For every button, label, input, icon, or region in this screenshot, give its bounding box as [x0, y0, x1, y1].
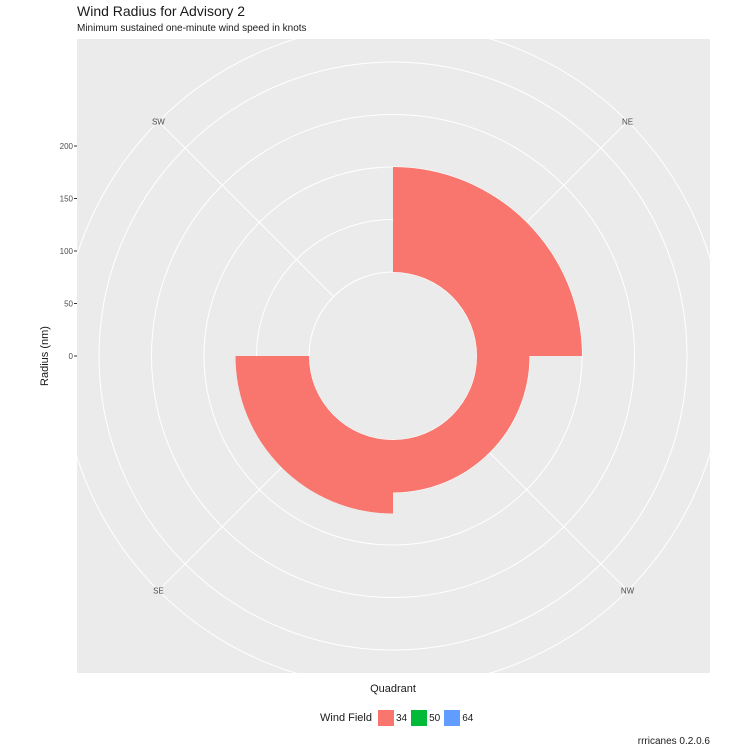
grid-circle-outer: [60, 23, 726, 689]
quadrant-label-nw: NW: [621, 587, 635, 596]
legend-label-34: 34: [395, 712, 408, 724]
bar-34-se: [235, 356, 393, 514]
legend-item-34: 34: [377, 710, 408, 726]
legend-swatch-64: [444, 710, 461, 726]
quadrant-label-se: SE: [153, 587, 164, 596]
y-tick-label-150: 150: [60, 195, 74, 204]
bar-layer: [235, 167, 582, 514]
quadrant-label-ne: NE: [622, 117, 633, 126]
legend-swatch-34: [377, 710, 394, 726]
legend-item-50: 50: [411, 710, 440, 726]
quadrant-label-sw: SW: [152, 117, 165, 126]
legend-title: Wind Field: [320, 712, 372, 724]
legend-swatch-50: [411, 710, 428, 726]
polar-plot: NE SE SW NW 0 50 100 150 200 Radius (nm) Quadran…: [39, 23, 726, 695]
legend-label-64: 64: [462, 712, 474, 724]
x-axis-label: Quadrant: [370, 683, 416, 695]
grid-circle-200: [98, 61, 688, 651]
y-axis-label: Radius (nm): [39, 326, 51, 386]
y-tick-label-0: 0: [69, 352, 74, 361]
y-tick-label-100: 100: [60, 247, 74, 256]
chart-title: Wind Radius for Advisory 2: [77, 3, 246, 19]
spoke-sw: [158, 121, 334, 297]
label-layer: NE SE SW NW 0 50 100 150 200: [60, 117, 635, 595]
legend-label-50: 50: [429, 712, 441, 724]
legend: Wind Field 34 50 64: [320, 710, 477, 726]
caption: rrricanes 0.2.0.6: [637, 736, 710, 747]
y-tick-label-50: 50: [64, 300, 73, 309]
y-tick-label-200: 200: [60, 142, 74, 151]
legend-item-64: 64: [444, 710, 473, 726]
chart-subtitle: Minimum sustained one-minute wind speed …: [77, 23, 307, 34]
bar-34-ne: [393, 167, 582, 356]
grid-circle-150: [151, 114, 635, 598]
bar-34-nw: [393, 356, 530, 493]
